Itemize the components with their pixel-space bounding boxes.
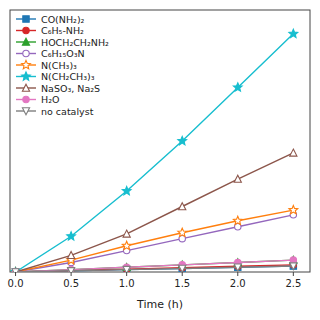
point-marker <box>235 264 241 270</box>
x-tick-label: 1.5 <box>174 278 190 289</box>
x-tick <box>15 272 16 276</box>
chart: 0.0 0.5 1.0 1.5 2.0 2.5 Time (h) CO(NH₂)₂C₆H₅-N… <box>0 0 320 320</box>
legend-label: no catalyst <box>41 106 94 117</box>
point-marker <box>122 186 131 194</box>
point-marker <box>233 83 242 91</box>
point-marker <box>12 269 18 272</box>
point-marker <box>233 216 242 224</box>
x-tick <box>237 272 238 276</box>
plot-frame <box>10 10 310 272</box>
point-marker <box>12 269 18 272</box>
point-marker <box>12 268 19 272</box>
point-marker <box>179 265 186 272</box>
series-line <box>16 153 294 272</box>
point-marker <box>123 266 129 272</box>
point-marker <box>68 252 75 259</box>
legend-label: N(CH₃)₃ <box>41 60 77 71</box>
series-line <box>16 266 294 272</box>
legend-marker <box>23 50 29 56</box>
legend-marker <box>22 72 31 80</box>
point-marker <box>68 267 74 272</box>
legend-label: H₂O <box>41 94 59 105</box>
x-tick <box>293 272 294 276</box>
point-marker <box>123 266 130 272</box>
x-tick-label: 0.5 <box>63 278 79 289</box>
series-line <box>16 260 294 272</box>
point-marker <box>290 256 297 263</box>
point-marker <box>12 269 19 272</box>
legend-marker <box>23 96 29 102</box>
legend-marker <box>23 27 29 33</box>
x-tick <box>71 272 72 276</box>
x-axis-label: Time (h) <box>136 298 183 311</box>
point-marker <box>289 205 298 213</box>
legend-label: CO(NH₂)₂ <box>41 14 85 25</box>
point-marker <box>289 29 298 37</box>
point-marker <box>68 268 74 272</box>
x-tick-label: 2.0 <box>230 278 246 289</box>
legend-marker <box>22 84 29 91</box>
point-marker <box>12 269 18 272</box>
point-marker <box>67 232 76 240</box>
legend-label: HOCH₂CH₂NH₂ <box>41 37 109 48</box>
point-marker <box>12 268 19 272</box>
legend-marker <box>23 16 29 22</box>
plot-area <box>11 29 298 272</box>
legend-label: NaSO₃, Na₂S <box>41 83 100 94</box>
point-marker <box>68 268 75 272</box>
point-marker <box>122 241 131 249</box>
legend-label: N(CH₂CH₃)₃ <box>41 71 95 82</box>
point-marker <box>290 149 297 156</box>
point-marker <box>12 269 18 272</box>
point-marker <box>123 230 130 237</box>
legend-marker <box>22 60 31 68</box>
point-marker <box>290 263 296 269</box>
x-tick <box>182 272 183 276</box>
point-marker <box>178 136 187 144</box>
legend-label: C₆H₅-NH₂ <box>41 25 84 36</box>
point-marker <box>179 203 186 210</box>
x-tick-label: 1.0 <box>119 278 135 289</box>
point-marker <box>234 264 241 271</box>
series-line <box>16 34 294 272</box>
x-tick-label: 2.5 <box>285 278 301 289</box>
point-marker <box>178 228 187 236</box>
point-marker <box>290 263 297 270</box>
series-line <box>16 260 294 272</box>
legend: CO(NH₂)₂C₆H₅-NH₂HOCH₂CH₂NH₂C₆H₁₅O₃NN(CH₃… <box>16 14 109 117</box>
legend-label: C₆H₁₅O₃N <box>41 48 85 59</box>
x-tick <box>126 272 127 276</box>
point-marker <box>179 265 185 271</box>
point-marker <box>234 175 241 182</box>
series-line <box>16 266 294 272</box>
series-line <box>16 210 294 272</box>
x-tick-label: 0.0 <box>8 278 24 289</box>
legend-marker <box>22 108 29 115</box>
legend-marker <box>22 38 29 45</box>
